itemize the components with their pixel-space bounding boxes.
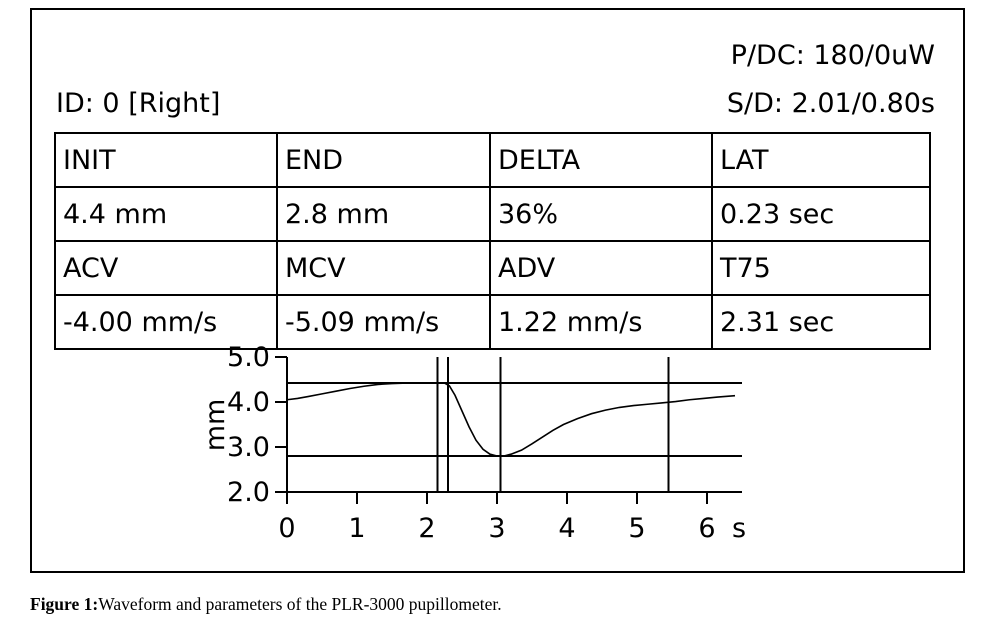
stimulus-duration-readout: S/D: 2.01/0.80s <box>726 88 935 119</box>
x-tick-label: 0 <box>278 513 295 544</box>
x-tick-label: 5 <box>628 513 645 544</box>
x-tick-label: 6 <box>698 513 715 544</box>
figure-caption-text: Waveform and parameters of the PLR-3000 … <box>98 594 502 614</box>
table-cell: DELTA <box>489 132 713 188</box>
x-tick-label: 3 <box>488 513 505 544</box>
figure-caption: Figure 1:Waveform and parameters of the … <box>30 594 502 615</box>
x-tick-label: 2 <box>418 513 435 544</box>
table-cell: ACV <box>54 240 278 296</box>
table-cell: 2.31 sec <box>711 294 931 350</box>
table-cell: 4.4 mm <box>54 186 278 242</box>
table-cell: T75 <box>711 240 931 296</box>
parameter-table-body: INIT END DELTA LAT 4.4 mm 2.8 mm 36% 0.23 sec AC… <box>54 132 931 350</box>
table-cell: -4.00 mm/s <box>54 294 278 350</box>
table-row: INIT END DELTA LAT <box>54 132 931 188</box>
y-axis-title: mm <box>202 399 231 452</box>
y-tick-label: 2.0 <box>227 477 270 508</box>
pupil-trace <box>286 382 736 457</box>
x-unit-label: s <box>732 513 746 544</box>
y-tick-label: 3.0 <box>227 432 270 463</box>
table-cell: INIT <box>54 132 278 188</box>
y-tick-label: 4.0 <box>227 387 270 418</box>
waveform-chart: 5.0 4.0 3.0 2.0 0 1 2 3 4 5 6 s mm <box>202 345 746 544</box>
device-screen: P/DC: 180/0uW ID: 0 [Right] S/D: 2.01/0.… <box>30 8 965 573</box>
table-cell: 36% <box>489 186 713 242</box>
figure-caption-label: Figure 1: <box>30 594 99 614</box>
table-cell: MCV <box>276 240 491 296</box>
table-cell: -5.09 mm/s <box>276 294 491 350</box>
patient-id-readout: ID: 0 [Right] <box>56 88 221 119</box>
table-row: ACV MCV ADV T75 <box>54 240 931 296</box>
x-tick-label: 1 <box>348 513 365 544</box>
table-row: 4.4 mm 2.8 mm 36% 0.23 sec <box>54 186 931 242</box>
x-tick-label: 4 <box>558 513 575 544</box>
table-row: -4.00 mm/s -5.09 mm/s 1.22 mm/s 2.31 sec <box>54 294 931 350</box>
table-cell: 0.23 sec <box>711 186 931 242</box>
table-cell: END <box>276 132 491 188</box>
parameter-table: INIT END DELTA LAT 4.4 mm 2.8 mm 36% 0.23 sec AC… <box>54 132 931 350</box>
table-cell: LAT <box>711 132 931 188</box>
table-cell: 2.8 mm <box>276 186 491 242</box>
table-cell: ADV <box>489 240 713 296</box>
table-cell: 1.22 mm/s <box>489 294 713 350</box>
pulse-intensity-readout: P/DC: 180/0uW <box>730 40 935 71</box>
y-tick-label: 5.0 <box>227 345 270 373</box>
